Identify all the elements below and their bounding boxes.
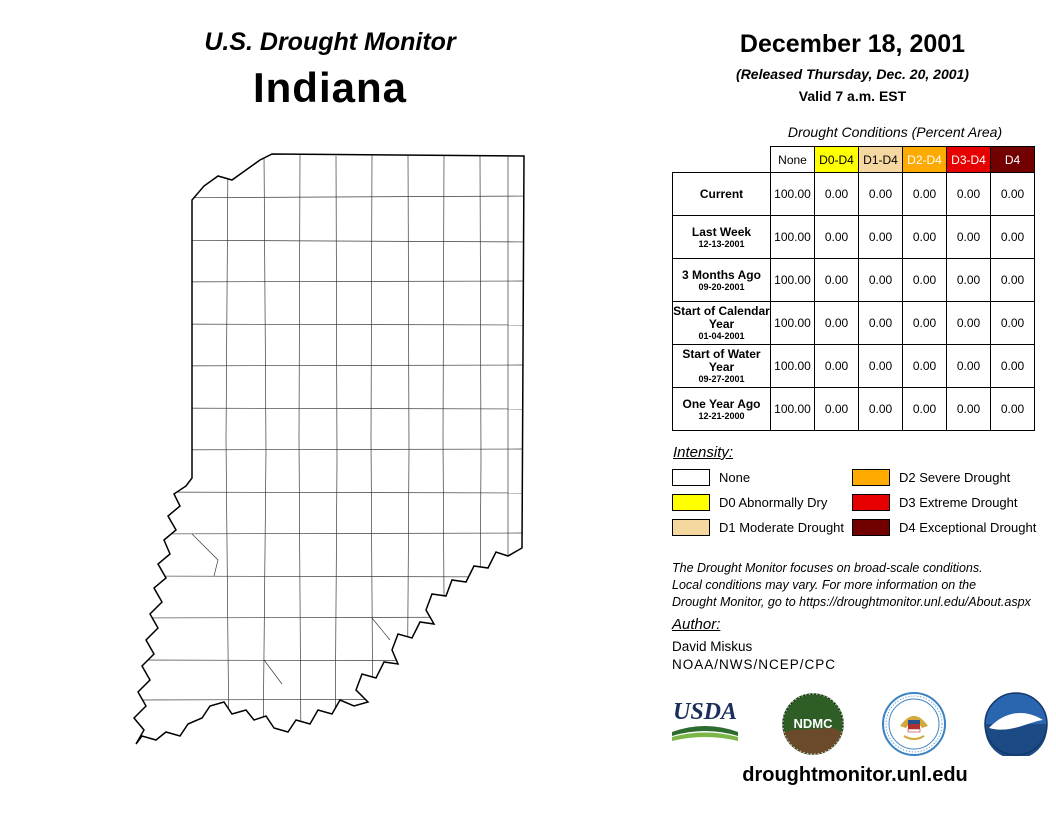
table-cell: 0.00 [858, 344, 903, 388]
table-cell: 0.00 [902, 258, 947, 302]
table-cell: 0.00 [814, 344, 859, 388]
table-header-row: None D0-D4 D1-D4 D2-D4 D3-D4 D4 [672, 146, 1035, 173]
table-cell: 0.00 [902, 387, 947, 431]
state-name: Indiana [252, 64, 408, 111]
release-note: (Released Thursday, Dec. 20, 2001) [736, 66, 969, 82]
column-header-d1d4: D1-D4 [858, 146, 903, 173]
column-header-d4: D4 [990, 146, 1035, 173]
legend-item: D3 Extreme Drought [852, 494, 1018, 511]
disclaimer-line: Drought Monitor, go to https://droughtmo… [672, 595, 1031, 609]
table-corner-cell [672, 146, 771, 173]
table-cell: 0.00 [990, 387, 1035, 431]
logo-row: USDA NDMC [666, 688, 1048, 760]
legend-swatch-d3 [852, 494, 890, 511]
table-cell: 100.00 [770, 344, 815, 388]
table-cell: 0.00 [902, 301, 947, 345]
table-cell: 0.00 [858, 215, 903, 259]
table-cell: 0.00 [814, 215, 859, 259]
table-row: 3 Months Ago 09-20-2001 100.00 0.00 0.00… [672, 258, 1035, 302]
table-cell: 0.00 [858, 387, 903, 431]
column-header-d3d4: D3-D4 [946, 146, 991, 173]
legend-swatch-none [672, 469, 710, 486]
table-cell: 0.00 [990, 172, 1035, 216]
table-cell: 0.00 [902, 344, 947, 388]
legend-swatch-d0 [672, 494, 710, 511]
table-cell: 0.00 [858, 172, 903, 216]
legend-item: D4 Exceptional Drought [852, 519, 1036, 536]
table-cell: 0.00 [990, 301, 1035, 345]
legend-swatch-d1 [672, 519, 710, 536]
table-row-label: One Year Ago 12-21-2000 [672, 387, 771, 431]
table-cell: 0.00 [946, 344, 991, 388]
table-row: One Year Ago 12-21-2000 100.00 0.00 0.00… [672, 387, 1035, 431]
table-row-label: Last Week 12-13-2001 [672, 215, 771, 259]
author-name: David Miskus [672, 639, 753, 654]
table-row: Start of Water Year 09-27-2001 100.00 0.… [672, 344, 1035, 388]
table-row-label: Start of Water Year 09-27-2001 [672, 344, 771, 388]
table-cell: 0.00 [990, 258, 1035, 302]
commerce-seal-logo [882, 692, 946, 756]
legend-item: None [672, 469, 750, 486]
table-cell: 100.00 [770, 301, 815, 345]
page-title: U.S. Drought Monitor [204, 28, 456, 56]
table-cell: 0.00 [858, 258, 903, 302]
table-row: Last Week 12-13-2001 100.00 0.00 0.00 0.… [672, 215, 1035, 259]
table-cell: 0.00 [990, 344, 1035, 388]
table-row-label: 3 Months Ago 09-20-2001 [672, 258, 771, 302]
legend-swatch-d2 [852, 469, 890, 486]
author-org: NOAA/NWS/NCEP/CPC [672, 657, 837, 672]
usda-logo: USDA [666, 700, 744, 749]
table-cell: 0.00 [946, 215, 991, 259]
table-cell: 100.00 [770, 258, 815, 302]
ndmc-logo-text: NDMC [794, 716, 834, 731]
indiana-county-map [132, 153, 525, 745]
table-row: Start of Calendar Year 01-04-2001 100.00… [672, 301, 1035, 345]
table-cell: 0.00 [902, 215, 947, 259]
usda-logo-text: USDA [672, 698, 738, 725]
legend-item: D0 Abnormally Dry [672, 494, 827, 511]
table-cell: 0.00 [858, 301, 903, 345]
table-cell: 0.00 [946, 301, 991, 345]
disclaimer-line: Local conditions may vary. For more info… [672, 578, 977, 592]
table-cell: 0.00 [990, 215, 1035, 259]
column-header-d0d4: D0-D4 [814, 146, 859, 173]
state-outline [132, 153, 525, 745]
table-cell: 0.00 [902, 172, 947, 216]
legend-title: Intensity: [673, 444, 734, 461]
noaa-logo [984, 692, 1048, 756]
table-caption: Drought Conditions (Percent Area) [787, 124, 1003, 140]
table-cell: 0.00 [814, 258, 859, 302]
column-header-d2d4: D2-D4 [902, 146, 947, 173]
table-row: Current 100.00 0.00 0.00 0.00 0.00 0.00 [672, 172, 1035, 216]
legend-item: D2 Severe Drought [852, 469, 1010, 486]
legend-item: D1 Moderate Drought [672, 519, 844, 536]
table-row-label: Start of Calendar Year 01-04-2001 [672, 301, 771, 345]
table-cell: 0.00 [814, 172, 859, 216]
report-date: December 18, 2001 [739, 30, 966, 58]
disclaimer: The Drought Monitor focuses on broad-sca… [672, 560, 1031, 611]
table-cell: 0.00 [946, 387, 991, 431]
ndmc-logo: NDMC [782, 693, 844, 755]
column-header-none: None [770, 146, 815, 173]
disclaimer-line: The Drought Monitor focuses on broad-sca… [672, 561, 983, 575]
footer-url: droughtmonitor.unl.edu [742, 764, 968, 786]
table-row-label: Current [672, 172, 771, 216]
table-cell: 0.00 [814, 387, 859, 431]
valid-time: Valid 7 a.m. EST [798, 88, 907, 104]
table-cell: 0.00 [814, 301, 859, 345]
legend-swatch-d4 [852, 519, 890, 536]
author-heading: Author: [672, 616, 721, 633]
usda-swoosh-icon [672, 725, 738, 741]
table-cell: 100.00 [770, 387, 815, 431]
table-cell: 0.00 [946, 258, 991, 302]
table-cell: 100.00 [770, 215, 815, 259]
drought-conditions-table: None D0-D4 D1-D4 D2-D4 D3-D4 D4 Current … [672, 146, 1035, 431]
table-cell: 0.00 [946, 172, 991, 216]
table-cell: 100.00 [770, 172, 815, 216]
